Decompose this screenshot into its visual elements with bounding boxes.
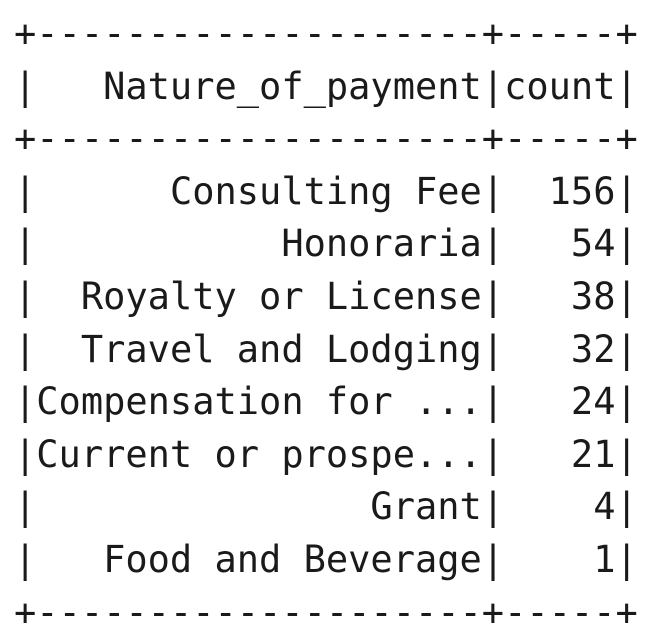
table-border-header: +--------------------+-----+ xyxy=(14,117,638,161)
cell-count: 1 xyxy=(593,537,616,581)
cell-nature-of-payment: Honoraria xyxy=(281,222,482,266)
column-header-count: count xyxy=(504,64,616,108)
cell-count: 54 xyxy=(570,222,616,266)
ascii-result-table: +--------------------+-----+ | Nature_of_… xyxy=(14,8,638,639)
column-header-nature: Nature_of_payment xyxy=(103,64,482,108)
table-border-bottom: +--------------------+-----+ xyxy=(14,590,638,634)
cell-count: 156 xyxy=(548,169,616,213)
cell-nature-of-payment: Grant xyxy=(370,485,482,529)
table-row: | Grant| 4| xyxy=(14,485,638,529)
cell-count: 24 xyxy=(570,380,616,424)
table-row: |Current or prospe...| 21| xyxy=(14,432,638,476)
cell-count: 4 xyxy=(593,485,616,529)
table-row: |Compensation for ...| 24| xyxy=(14,380,638,424)
table-row: | Consulting Fee| 156| xyxy=(14,169,638,213)
cell-nature-of-payment: Travel and Lodging xyxy=(80,327,482,371)
cell-count: 32 xyxy=(570,327,616,371)
cell-count: 21 xyxy=(570,432,616,476)
table-row: | Travel and Lodging| 32| xyxy=(14,327,638,371)
cell-nature-of-payment: Consulting Fee xyxy=(169,169,482,213)
cell-nature-of-payment: Compensation for ... xyxy=(36,380,482,424)
table-row: | Food and Beverage| 1| xyxy=(14,537,638,581)
cell-nature-of-payment: Current or prospe... xyxy=(36,432,482,476)
table-header-row: | Nature_of_payment|count| xyxy=(14,64,638,108)
cell-nature-of-payment: Food and Beverage xyxy=(103,537,482,581)
table-row: | Royalty or License| 38| xyxy=(14,274,638,318)
cell-nature-of-payment: Royalty or License xyxy=(80,274,482,318)
table-border-top: +--------------------+-----+ xyxy=(14,12,638,55)
table-row: | Honoraria| 54| xyxy=(14,222,638,266)
cell-count: 38 xyxy=(570,274,616,318)
